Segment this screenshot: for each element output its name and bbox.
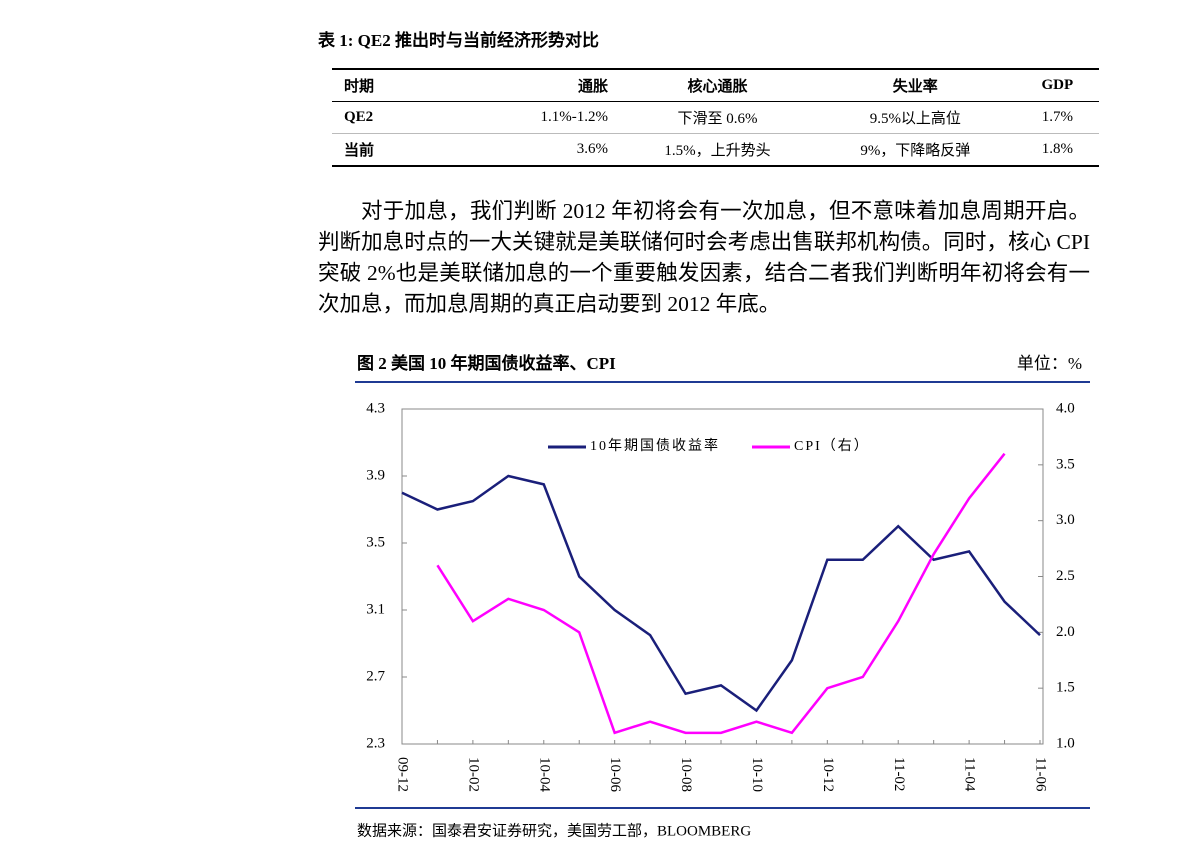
legend-label: 10年期国债收益率 [590,437,720,454]
y-tick-label: 4.0 [1056,400,1075,416]
chart-title: 图 2 美国 10 年期国债收益率、CPI [357,353,616,373]
series-line [401,474,1041,713]
cell: 1.5%，上升势头 [664,143,771,159]
x-tick-label: 10-06 [607,757,623,792]
cell: 当前 [344,143,375,159]
cell: 9.5%以上高位 [869,111,961,127]
y-tick-label: 3.0 [1056,512,1075,528]
series-line [436,452,1006,735]
x-tick-label: 10-08 [678,757,694,792]
table: 时期 通胀 核心通胀 失业率 GDP QE2 1.1%-1.2% 下滑至 0.6… [332,68,1099,167]
header-cell: GDP [1041,77,1074,93]
header-cell: 核心通胀 [687,79,748,95]
x-tick-label: 11-02 [891,757,907,791]
y-tick-label: 2.5 [1056,568,1075,584]
cell: 9%，下降略反弹 [860,143,971,159]
unit-label: 单位：% [1017,354,1082,373]
source-note: 数据来源：国泰君安证券研究，美国劳工部，BLOOMBERG [357,822,751,839]
x-tick-label: 11-04 [962,757,978,792]
x-tick-label: 10-10 [749,757,765,792]
cell: 1.8% [1041,141,1073,157]
header-cell: 通胀 [577,79,608,95]
x-tick-label: 10-12 [820,757,836,792]
y-tick-label: 3.1 [366,601,385,617]
x-tick-label: 10-02 [465,757,481,792]
y-tick-label: 1.0 [1056,735,1075,751]
cell: QE2 [344,109,374,125]
legend-label: CPI（右） [794,438,870,454]
table-row: QE2 1.1%-1.2% 下滑至 0.6% 9.5%以上高位 1.7% [332,102,1099,134]
y-tick-label: 2.0 [1056,624,1075,640]
y-tick-label: 2.7 [366,668,385,684]
x-tick-label: 11-06 [1033,757,1049,792]
header-cell: 失业率 [892,79,938,95]
cell: 1.1%-1.2% [540,109,609,125]
y-tick-label: 2.3 [366,735,385,751]
table-row: 当前 3.6% 1.5%，上升势头 9%，下降略反弹 1.8% [332,134,1099,166]
x-tick-label: 10-04 [536,757,552,792]
x-tick-label: 09-12 [395,757,411,792]
table-header: 时期 通胀 核心通胀 失业率 GDP [332,69,1099,102]
y-tick-label: 1.5 [1056,680,1075,696]
y-tick-label: 3.5 [1056,456,1075,472]
cell: 3.6% [576,141,608,157]
cell: 1.7% [1041,109,1073,125]
paragraph: 对于加息，我们判断 2012 年初将会有一次加息，但不意味着加息周期开启。判断加… [318,199,1090,316]
header-cell: 时期 [344,79,375,95]
y-tick-label: 3.5 [366,534,385,550]
table-title: 表 1: QE2 推出时与当前经济形势对比 [318,31,599,50]
plot-frame [401,408,1044,745]
y-tick-label: 3.9 [366,467,385,483]
cell: 下滑至 0.6% [677,111,758,127]
y-tick-label: 4.3 [366,400,385,416]
